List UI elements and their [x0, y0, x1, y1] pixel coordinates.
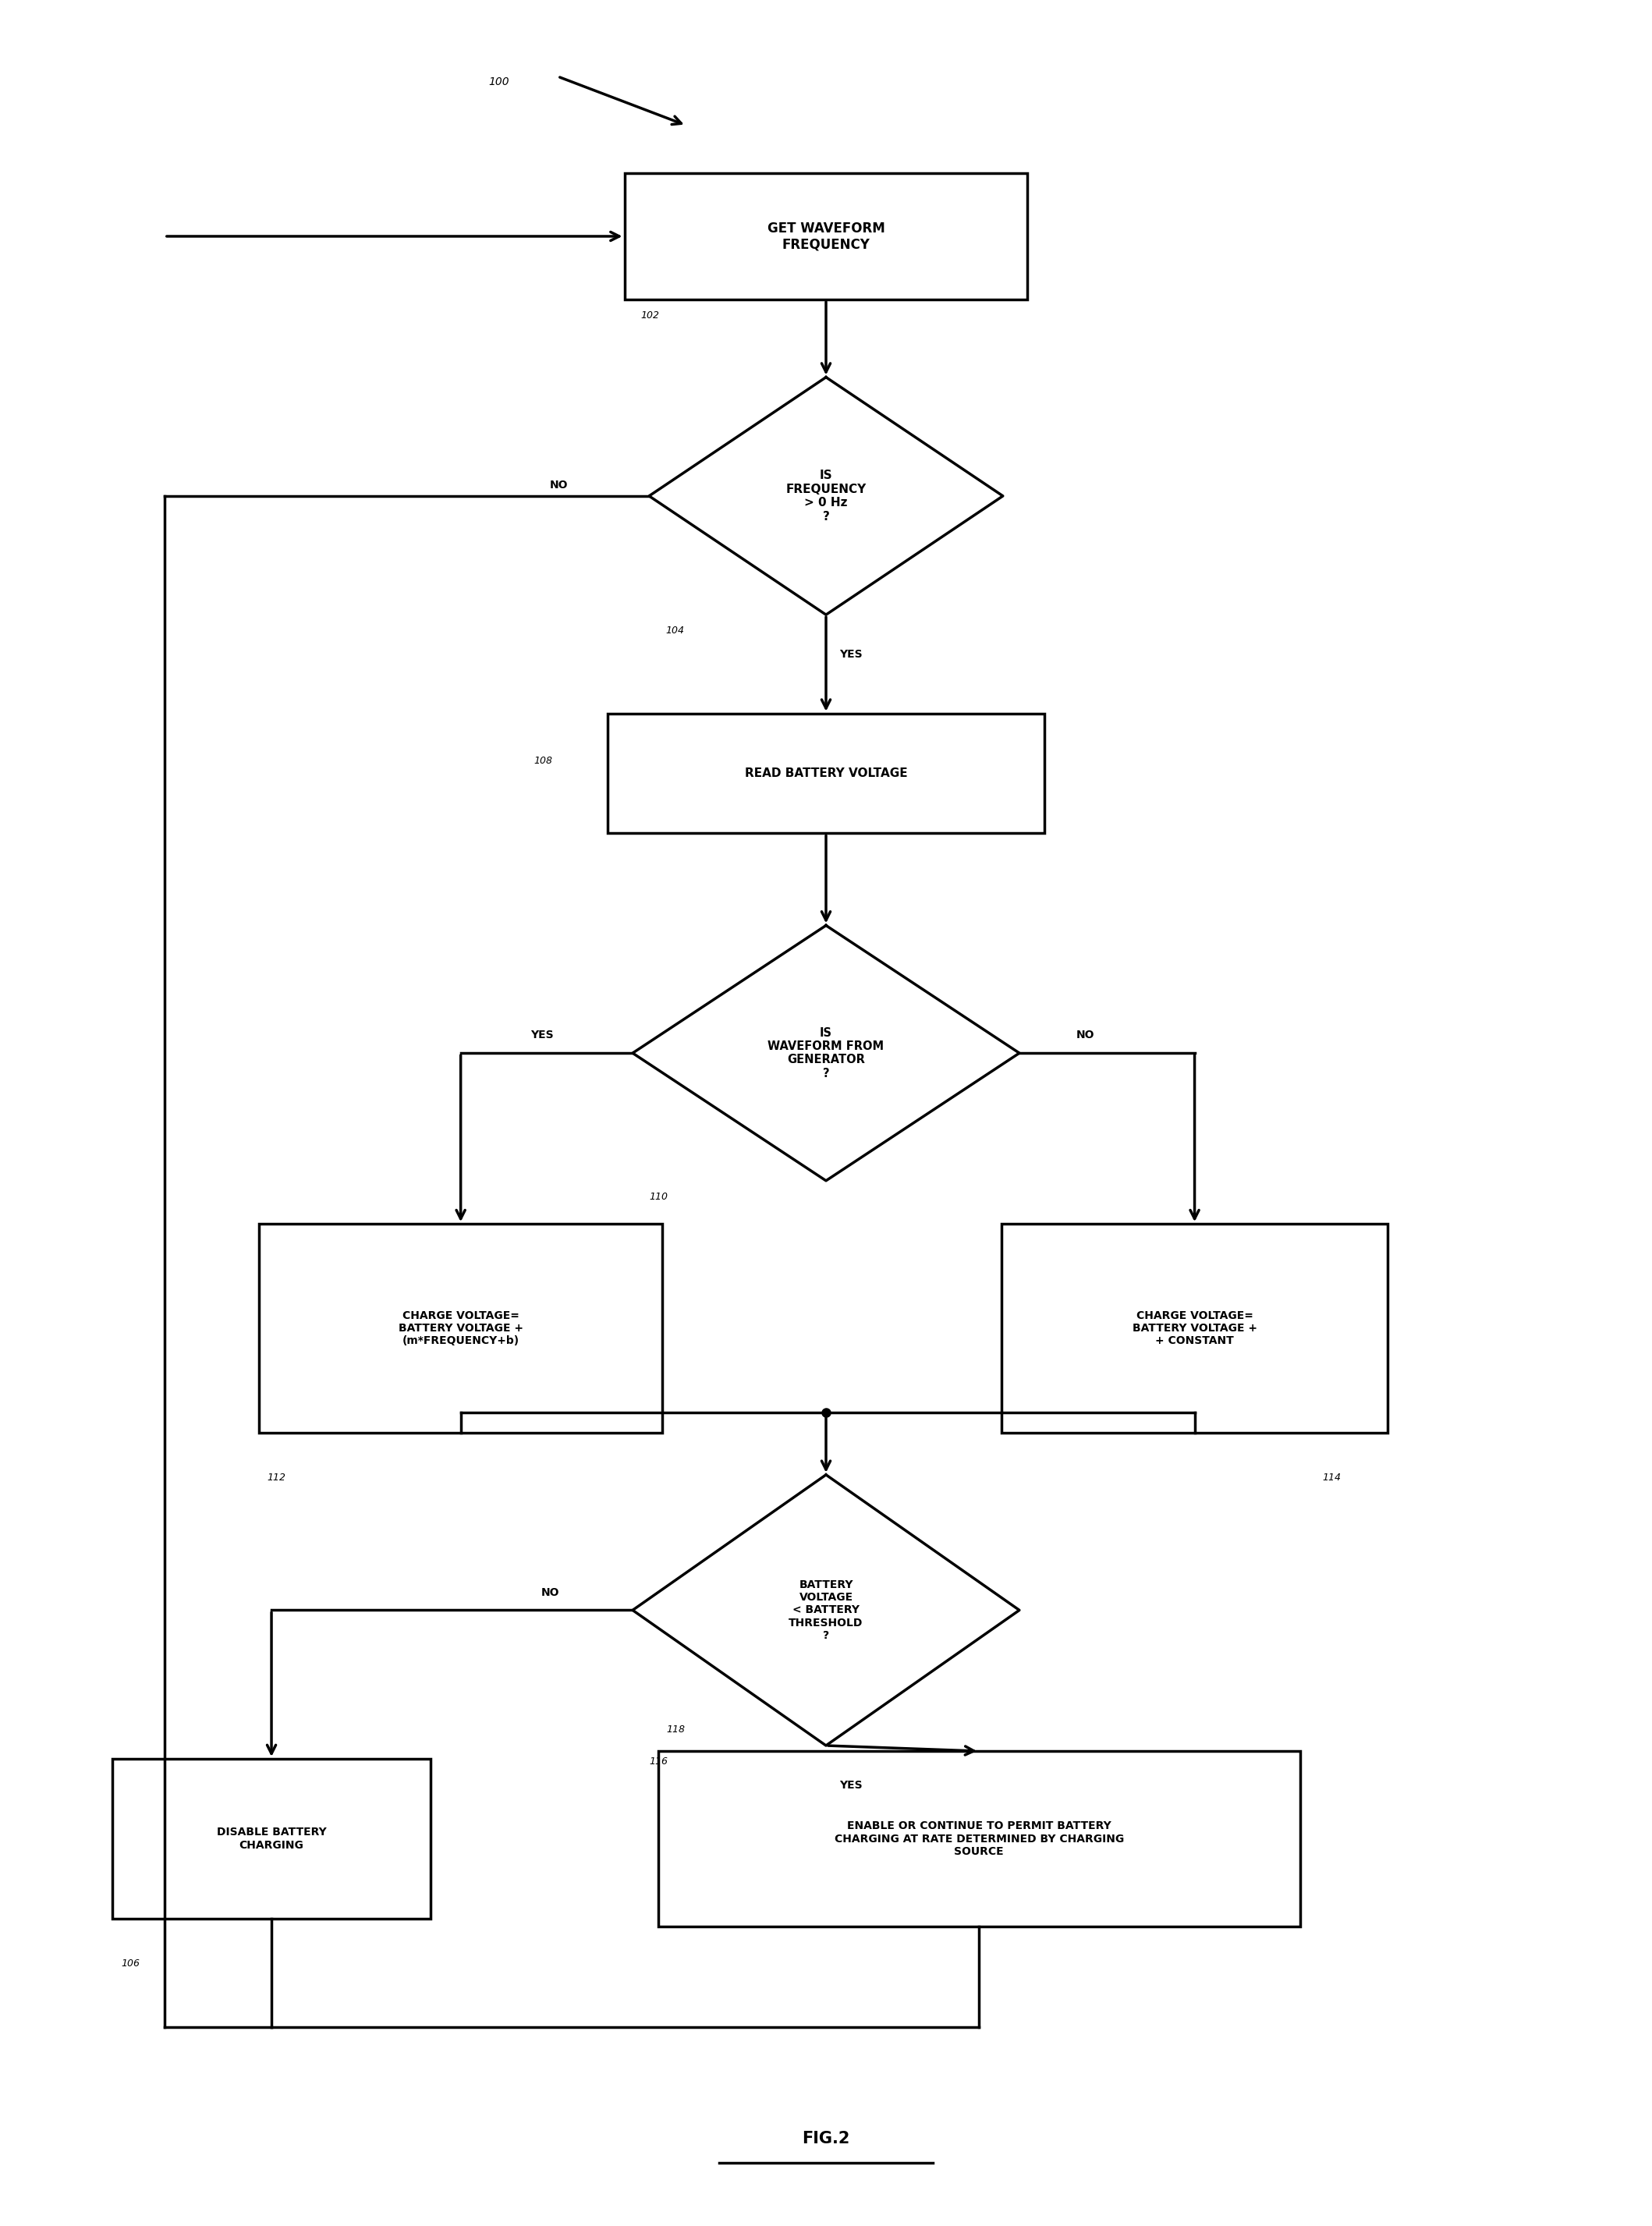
Text: 114: 114 [1322, 1474, 1341, 1483]
Polygon shape [649, 376, 1003, 614]
Text: YES: YES [530, 1031, 553, 1042]
Text: CHARGE VOLTAGE=
BATTERY VOLTAGE +
(m*FREQUENCY+b): CHARGE VOLTAGE= BATTERY VOLTAGE + (m*FRE… [398, 1311, 524, 1347]
Polygon shape [633, 1476, 1019, 1745]
Text: 106: 106 [121, 1959, 140, 1968]
Text: 110: 110 [649, 1191, 667, 1202]
Text: 118: 118 [666, 1725, 686, 1734]
Bar [1001, 1224, 1388, 1434]
Text: YES: YES [839, 650, 862, 661]
Text: CHARGE VOLTAGE=
BATTERY VOLTAGE +
+ CONSTANT: CHARGE VOLTAGE= BATTERY VOLTAGE + + CONS… [1132, 1311, 1257, 1347]
Bar [624, 174, 1028, 301]
Bar [608, 715, 1044, 833]
Text: NO: NO [550, 479, 568, 490]
Text: 104: 104 [666, 626, 684, 637]
Text: BATTERY
VOLTAGE
< BATTERY
THRESHOLD
?: BATTERY VOLTAGE < BATTERY THRESHOLD ? [788, 1580, 864, 1641]
Polygon shape [633, 926, 1019, 1180]
Text: NO: NO [1075, 1031, 1094, 1042]
Text: YES: YES [839, 1781, 862, 1792]
Text: 112: 112 [268, 1474, 286, 1483]
Text: 102: 102 [641, 312, 659, 321]
Text: IS
WAVEFORM FROM
GENERATOR
?: IS WAVEFORM FROM GENERATOR ? [768, 1026, 884, 1080]
Text: READ BATTERY VOLTAGE: READ BATTERY VOLTAGE [745, 768, 907, 779]
Bar [112, 1759, 430, 1919]
Text: 108: 108 [534, 755, 553, 766]
Text: ENABLE OR CONTINUE TO PERMIT BATTERY
CHARGING AT RATE DETERMINED BY CHARGING
SOU: ENABLE OR CONTINUE TO PERMIT BATTERY CHA… [834, 1821, 1123, 1856]
Text: DISABLE BATTERY
CHARGING: DISABLE BATTERY CHARGING [216, 1828, 327, 1850]
Bar [657, 1752, 1300, 1925]
Text: 116: 116 [649, 1756, 667, 1767]
Bar [259, 1224, 662, 1434]
Text: GET WAVEFORM
FREQUENCY: GET WAVEFORM FREQUENCY [767, 220, 885, 252]
Text: IS
FREQUENCY
> 0 Hz
?: IS FREQUENCY > 0 Hz ? [786, 470, 866, 523]
Text: NO: NO [542, 1587, 560, 1598]
Text: FIG.2: FIG.2 [803, 2130, 849, 2146]
Text: 100: 100 [489, 76, 509, 87]
